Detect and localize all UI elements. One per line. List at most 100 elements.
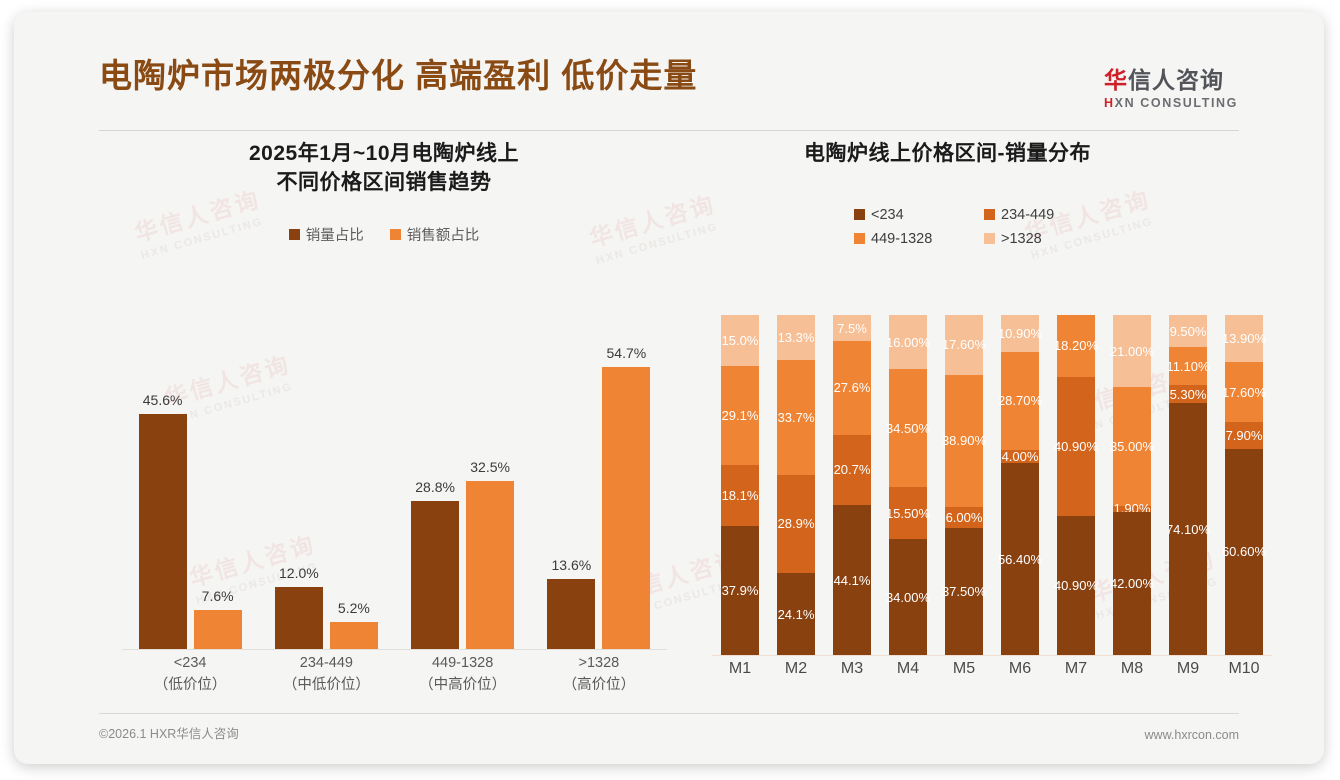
segment-value-label: 16.00% xyxy=(885,334,931,350)
bar-value[interactable]: 5.2% xyxy=(329,600,378,649)
right-chart-title: 电陶炉线上价格区间-销量分布 xyxy=(804,142,1091,165)
stacked-bar-segment[interactable]: 35.00% xyxy=(1110,386,1154,506)
segment-value-label: 17.60% xyxy=(1221,384,1267,400)
stacked-bar-segment[interactable]: 44.1% xyxy=(833,505,871,655)
stacked-bar-container: 15.0% 29.1% 18.1% 37.9% 13.3% 33.7% 28.9% 24.1%… xyxy=(712,298,1272,655)
stacked-bar-segment[interactable]: 28.70% xyxy=(997,352,1043,450)
stacked-bar-segment[interactable]: 9.50% xyxy=(1169,315,1207,348)
x-tick-label: 449-1328 （中高价位） xyxy=(395,652,531,697)
stacked-bar-column[interactable]: 7.5% 27.6% 20.7% 44.1% xyxy=(833,315,871,655)
x-tick-label: 234-449 （中低价位） xyxy=(258,652,394,697)
stacked-bar-segment[interactable]: 15.50% xyxy=(886,486,930,540)
segment-value-label: 37.50% xyxy=(941,583,987,599)
segment-value-label: 17.60% xyxy=(941,337,987,353)
stacked-bar-segment[interactable]: 60.60% xyxy=(1222,448,1266,655)
stacked-bar-segment[interactable]: 10.90% xyxy=(997,315,1043,353)
bar-volume[interactable]: 45.6% xyxy=(138,392,187,649)
stacked-bar-segment[interactable]: 40.90% xyxy=(1053,515,1099,655)
stacked-bar-column[interactable]: 13.3% 33.7% 28.9% 24.1% xyxy=(777,315,815,655)
stacked-bar-column[interactable]: 9.50% 11.10% 5.30% 74.10% xyxy=(1166,315,1210,655)
legend-item-449-1328[interactable]: 449-1328 xyxy=(854,231,974,247)
stacked-bar-segment[interactable]: 18.1% xyxy=(721,464,759,527)
stacked-bar-column[interactable]: 15.0% 29.1% 18.1% 37.9% xyxy=(721,314,759,655)
stacked-bar-segment[interactable]: 17.60% xyxy=(1221,362,1267,423)
stacked-bar-column[interactable]: 16.00% 34.50% 15.50% 34.00% xyxy=(885,315,931,655)
stacked-bar-column[interactable]: 13.90% 17.60% 7.90% 60.60% xyxy=(1221,315,1267,655)
stacked-bar-segment[interactable]: 37.9% xyxy=(721,526,759,655)
stacked-bar-segment[interactable]: 33.7% xyxy=(777,360,815,475)
segment-value-label: 56.40% xyxy=(997,551,1043,567)
stacked-bar: 16.00% 34.50% 15.50% 34.00% xyxy=(880,298,936,655)
logo-char-hua: 华 xyxy=(1104,67,1128,93)
segment-value-label: 18.20% xyxy=(1053,338,1099,354)
legend-item-lt234[interactable]: <234 xyxy=(854,207,974,223)
stacked-bar-segment[interactable]: 13.3% xyxy=(777,315,815,361)
left-chart-title: 2025年1月~10月电陶炉线上 不同价格区间销售趋势 xyxy=(84,140,684,198)
stacked-bar-segment[interactable]: 28.9% xyxy=(777,474,815,574)
stacked-bar-column[interactable]: 17.60% 38.90% 6.00% 37.50% xyxy=(941,315,987,655)
stacked-bar-segment[interactable]: 42.00% xyxy=(1110,512,1154,655)
legend-swatch-icon xyxy=(288,228,300,240)
stacked-bar-segment[interactable]: 4.00% xyxy=(1001,449,1039,464)
stacked-bar-segment[interactable]: 18.20% xyxy=(1053,315,1099,377)
stacked-bar-segment[interactable]: 37.50% xyxy=(941,527,987,655)
stacked-bar-segment[interactable]: 34.00% xyxy=(886,539,930,655)
bar-value-label: 12.0% xyxy=(279,565,319,581)
x-tick-label: M7 xyxy=(1064,660,1088,677)
footer-website[interactable]: www.hxrcon.com xyxy=(1144,728,1239,742)
x-tick-range: <234 xyxy=(173,655,207,671)
segment-value-label: 38.90% xyxy=(941,433,987,449)
stacked-bar-segment[interactable]: 24.1% xyxy=(777,573,815,655)
x-tick-label: M4 xyxy=(896,660,920,677)
segment-value-label: 10.90% xyxy=(997,326,1043,342)
stacked-bar-segment[interactable]: 17.60% xyxy=(941,315,987,375)
stacked-bar-segment[interactable]: 34.50% xyxy=(886,369,930,487)
bar-value[interactable]: 54.7% xyxy=(602,345,651,649)
stacked-bar: 9.50% 11.10% 5.30% 74.10% xyxy=(1160,298,1216,655)
stacked-bar-column[interactable]: 21.00% 35.00% 1.90% 42.00% xyxy=(1110,315,1154,655)
stacked-bar-segment[interactable]: 74.10% xyxy=(1166,403,1210,655)
stacked-bar-column[interactable]: 10.90% 28.70% 4.00% 56.40% xyxy=(997,315,1043,655)
stacked-bar-segment[interactable]: 38.90% xyxy=(941,374,987,508)
stacked-bar-segment[interactable]: 7.5% xyxy=(833,315,871,341)
x-tick-label: M2 xyxy=(784,660,808,677)
legend-item-sales-value[interactable]: 销售额占比 xyxy=(389,224,479,245)
left-chart-panel: 2025年1月~10月电陶炉线上 不同价格区间销售趋势 销量占比 销售额占比 4… xyxy=(84,140,684,700)
x-tick-label: >1328 （高价位） xyxy=(531,652,667,697)
segment-value-label: 28.70% xyxy=(997,393,1043,409)
segment-value-label: 5.30% xyxy=(1169,386,1207,402)
bar-value[interactable]: 32.5% xyxy=(466,459,515,649)
right-chart-x-labels: M1 M2 M3 M4 M5 M6 M7 M8 M9 M10 xyxy=(712,660,1272,678)
stacked-bar-segment[interactable]: 6.00% xyxy=(945,507,983,528)
x-tick-label: M8 xyxy=(1120,660,1144,677)
bar-volume[interactable]: 12.0% xyxy=(274,565,323,649)
segment-value-label: 9.50% xyxy=(1169,323,1207,339)
stacked-bar-segment[interactable]: 5.30% xyxy=(1169,385,1207,404)
segment-value-label: 40.90% xyxy=(1053,577,1099,593)
legend-swatch-icon xyxy=(984,233,995,245)
stacked-bar-segment[interactable]: 11.10% xyxy=(1166,347,1210,386)
bar-group: 12.0% 5.2% xyxy=(258,340,394,649)
stacked-bar-segment[interactable]: 16.00% xyxy=(885,315,931,370)
stacked-bar-segment[interactable]: 15.0% xyxy=(721,314,759,366)
bar-volume[interactable]: 28.8% xyxy=(411,479,460,649)
stacked-bar-segment[interactable]: 20.7% xyxy=(833,434,871,506)
stacked-bar-segment[interactable]: 27.6% xyxy=(833,340,871,435)
bar-group-container: 45.6% 7.6% 12.0% 5.2% 28.8% 32.5% 13.6% … xyxy=(122,340,667,649)
x-tick-range: >1328 xyxy=(578,655,620,671)
legend-item-gt1328[interactable]: >1328 xyxy=(984,231,1104,247)
segment-value-label: 28.9% xyxy=(777,516,815,532)
legend-item-sales-volume[interactable]: 销量占比 xyxy=(288,224,364,245)
stacked-bar-column[interactable]: 18.20% 40.90% 40.90% xyxy=(1053,315,1099,655)
stacked-bar-segment[interactable]: 7.90% xyxy=(1225,422,1263,449)
right-chart-panel: 电陶炉线上价格区间-销量分布 <234 234-449 449-1328 >13… xyxy=(704,140,1284,700)
stacked-bar-segment[interactable]: 21.00% xyxy=(1110,315,1154,387)
bar-volume[interactable]: 13.6% xyxy=(547,557,596,649)
stacked-bar-segment[interactable]: 56.40% xyxy=(997,463,1043,655)
bar-value[interactable]: 7.6% xyxy=(193,588,242,649)
stacked-bar-segment[interactable]: 40.90% xyxy=(1054,376,1098,516)
logo-english: HXN CONSULTING xyxy=(1104,96,1254,110)
stacked-bar-segment[interactable]: 29.1% xyxy=(721,365,759,465)
legend-item-234-449[interactable]: 234-449 xyxy=(984,207,1104,223)
stacked-bar-segment[interactable]: 13.90% xyxy=(1222,315,1266,363)
